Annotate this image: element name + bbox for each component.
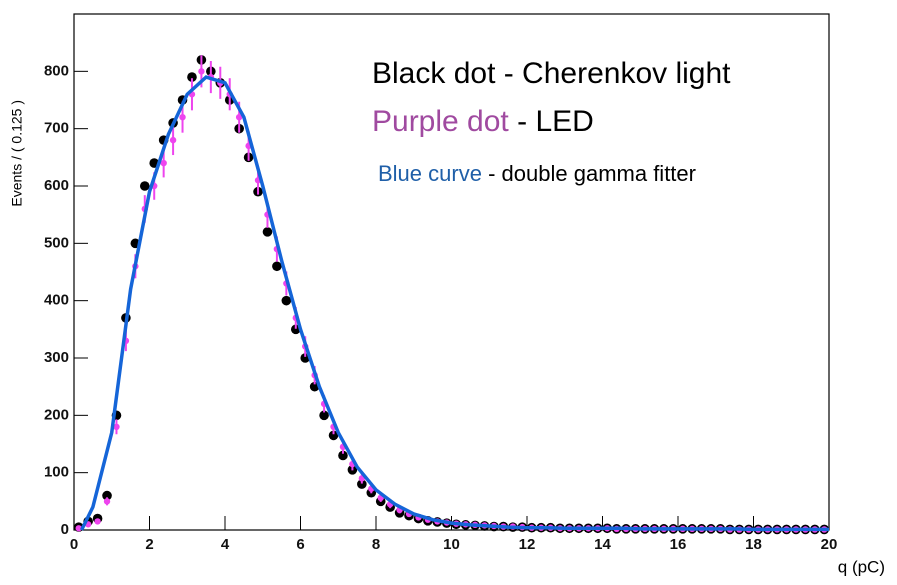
x-tick-label: 2	[145, 536, 153, 553]
plot-frame	[73, 13, 830, 531]
data-point	[319, 410, 329, 421]
y-tick-label: 100	[44, 464, 69, 481]
annotation-label: Black dot - Cherenkov light	[372, 57, 731, 90]
data-point	[198, 68, 205, 75]
x-tick-label: 4	[221, 536, 230, 553]
x-tick-label: 14	[594, 536, 611, 553]
data-point	[328, 430, 339, 441]
annotation-text: - double gamma fitter	[488, 161, 696, 186]
fit-curve	[79, 75, 829, 532]
data-point	[179, 114, 186, 121]
data-point	[94, 518, 101, 525]
data-point	[281, 295, 292, 306]
data-point	[103, 498, 111, 505]
data-point	[235, 114, 243, 121]
y-tick-label: 0	[61, 521, 69, 538]
y-tick-label: 600	[44, 177, 69, 194]
data-point	[272, 261, 282, 272]
data-point	[139, 181, 150, 191]
annotation-label: Blue curve	[378, 161, 482, 186]
data-point	[262, 227, 273, 237]
data-point	[169, 136, 177, 144]
data-point	[160, 159, 167, 167]
x-tick-label: 12	[519, 536, 536, 553]
annotation: Black dot - Cherenkov light	[372, 57, 731, 90]
x-tick-label: 18	[745, 536, 762, 553]
annotation-text: - LED	[517, 105, 594, 138]
data-point	[102, 490, 112, 501]
x-tick-label: 16	[670, 536, 687, 553]
annotation-label: Purple dot	[372, 105, 509, 138]
x-tick-label: 8	[372, 536, 380, 553]
data-point	[187, 72, 197, 82]
data-point	[75, 525, 82, 532]
x-tick-label: 0	[70, 536, 78, 553]
annotation: Blue curve - double gamma fitter	[378, 161, 696, 186]
x-tick-label: 6	[296, 536, 304, 553]
y-tick-label: 200	[44, 406, 69, 423]
data-point	[338, 450, 348, 461]
y-tick-label: 400	[44, 292, 69, 309]
x-tick-label: 20	[821, 536, 838, 553]
x-tick-label: 10	[443, 536, 460, 553]
y-tick-label: 300	[44, 349, 69, 366]
y-tick-label: 700	[44, 120, 69, 137]
x-axis-label: q (pC)	[838, 557, 885, 576]
data-point	[113, 423, 120, 430]
y-tick-label: 500	[44, 234, 69, 251]
y-tick-label: 800	[44, 62, 69, 79]
data-point	[357, 479, 367, 489]
annotations: Black dot - Cherenkov light Purple dot - L…	[372, 57, 731, 186]
annotation: Purple dot - LED	[372, 105, 594, 138]
y-axis-label: Events / ( 0.125 )	[9, 100, 25, 207]
